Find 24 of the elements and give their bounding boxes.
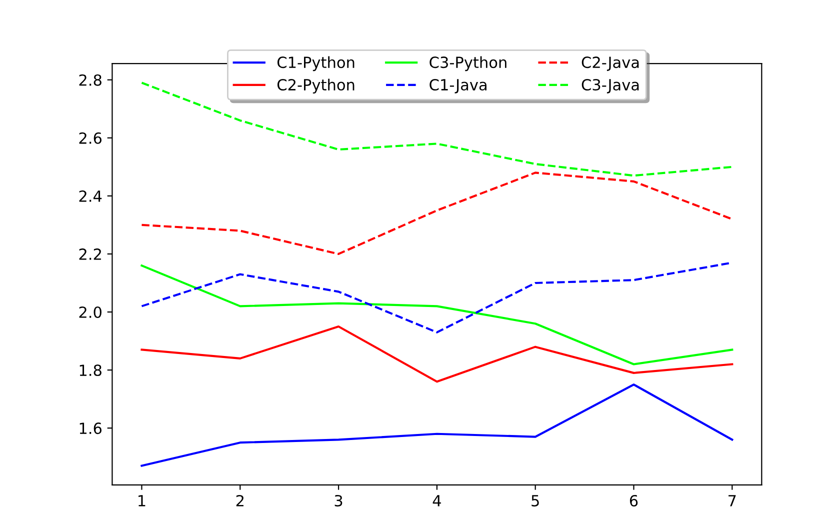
y-tick-label: 2.8 bbox=[79, 74, 102, 86]
x-tick-label: 4 bbox=[432, 495, 441, 506]
line-series bbox=[140, 172, 734, 256]
legend-label: C3-Java bbox=[582, 78, 639, 94]
x-tick-label: 3 bbox=[334, 494, 342, 506]
legend-label: C2-Python bbox=[277, 78, 354, 94]
line-series bbox=[140, 264, 734, 366]
x-tick-label: 5 bbox=[532, 495, 539, 506]
line-series bbox=[140, 325, 734, 383]
y-tick-label: 2.2 bbox=[79, 248, 101, 260]
y-tick-label: 1.6 bbox=[80, 422, 102, 434]
y-tick-label: 2.0 bbox=[79, 306, 102, 318]
legend-label: C2-Java bbox=[582, 56, 639, 71]
x-tick-label: 1 bbox=[138, 495, 146, 506]
y-tick-label: 2.4 bbox=[79, 190, 102, 202]
legend-label: C3-Python bbox=[430, 56, 506, 72]
legend-label: C1-Python bbox=[277, 56, 354, 72]
x-tick-label: 2 bbox=[236, 494, 244, 506]
x-tick-label: 7 bbox=[728, 495, 736, 506]
legend-label: C1-Java bbox=[430, 78, 486, 94]
y-tick-label: 2.6 bbox=[79, 132, 102, 144]
x-tick-label: 6 bbox=[630, 494, 638, 506]
line-series bbox=[140, 384, 734, 467]
y-tick-label: 1.8 bbox=[80, 364, 102, 376]
